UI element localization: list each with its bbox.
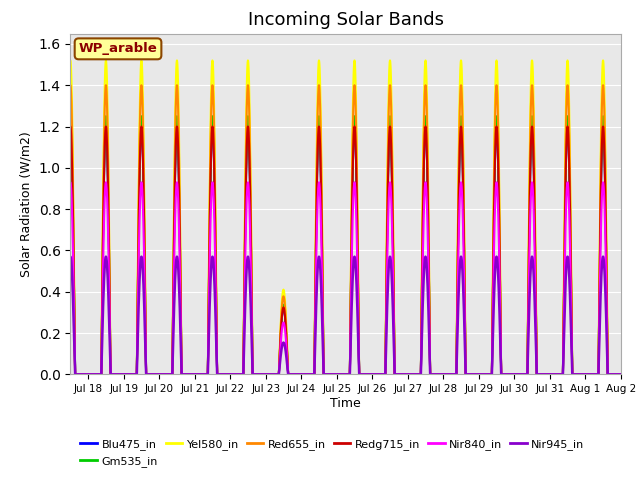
Text: WP_arable: WP_arable [79, 42, 157, 55]
Legend: Blu475_in, Gm535_in, Yel580_in, Red655_in, Redg715_in, Nir840_in, Nir945_in: Blu475_in, Gm535_in, Yel580_in, Red655_i… [76, 435, 589, 471]
X-axis label: Time: Time [330, 397, 361, 410]
Y-axis label: Solar Radiation (W/m2): Solar Radiation (W/m2) [20, 131, 33, 277]
Title: Incoming Solar Bands: Incoming Solar Bands [248, 11, 444, 29]
